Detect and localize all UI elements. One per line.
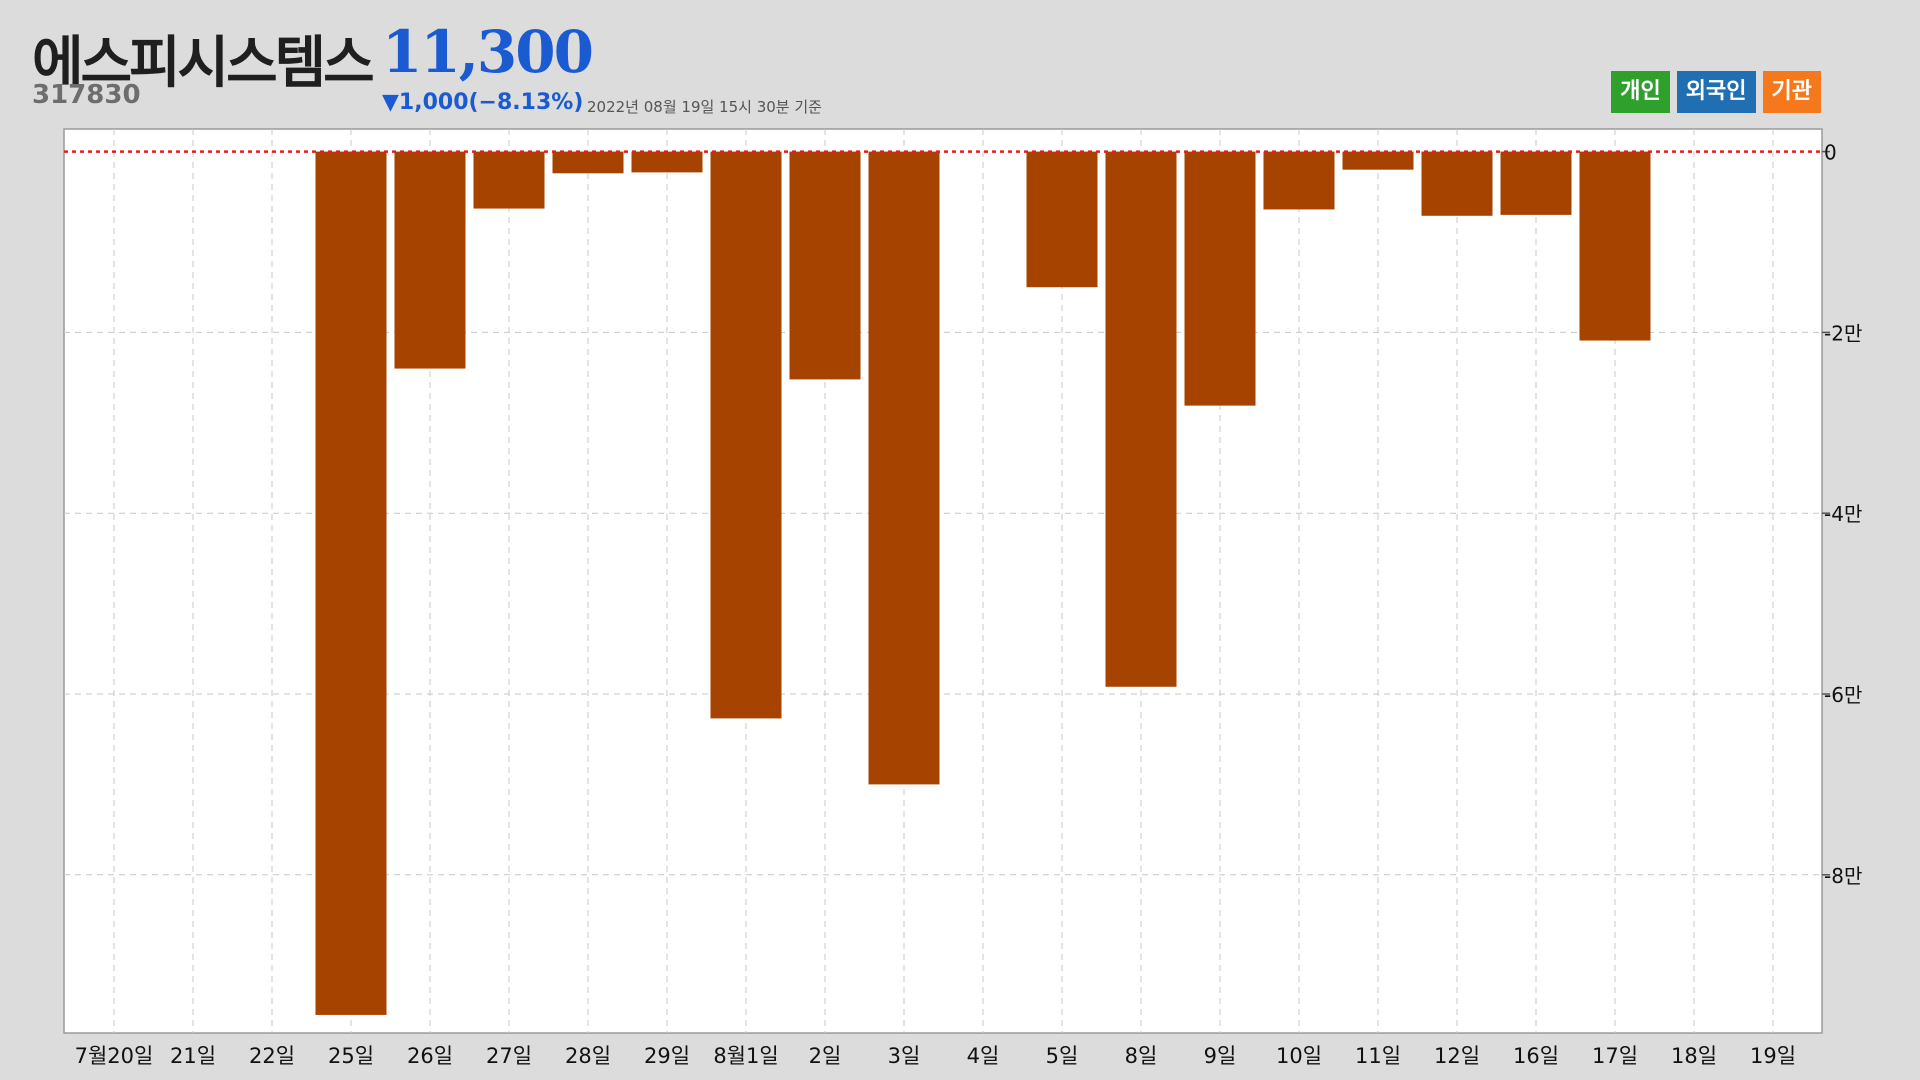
y-tick-label: -6만 [1824, 683, 1862, 707]
bar [1421, 151, 1493, 216]
current-price: 11,300 [382, 18, 594, 86]
bar [1263, 151, 1335, 210]
stock-name: 에스피시스템스 [32, 31, 375, 96]
x-tick-label: 8일 [1125, 1044, 1158, 1068]
bar [1026, 151, 1098, 288]
x-tick-label: 3일 [888, 1044, 921, 1068]
price-change: ▼1,000(−8.13%) [382, 90, 584, 115]
bar [1184, 151, 1256, 406]
x-tick-label: 18일 [1671, 1044, 1717, 1068]
x-tick-label: 17일 [1592, 1044, 1638, 1068]
bar [789, 151, 861, 380]
bar [631, 151, 703, 173]
y-tick-label: -4만 [1824, 502, 1862, 526]
bar [710, 151, 782, 719]
x-tick-label: 16일 [1513, 1044, 1559, 1068]
x-tick-label: 12일 [1434, 1044, 1480, 1068]
x-tick-label: 19일 [1750, 1044, 1796, 1068]
bar [868, 151, 940, 785]
x-tick-label: 4일 [967, 1044, 1000, 1068]
legend: 개인 외국인 기관 [1611, 71, 1821, 113]
x-tick-label: 29일 [644, 1044, 690, 1068]
x-tick-label: 9일 [1204, 1044, 1237, 1068]
x-tick-label: 11일 [1355, 1044, 1401, 1068]
y-tick-label: 0 [1824, 141, 1837, 165]
x-tick-label: 26일 [407, 1044, 453, 1068]
bar [315, 151, 387, 1015]
legend-individual-button[interactable]: 개인 [1611, 71, 1670, 113]
bar [473, 151, 545, 209]
as-of-timestamp: 2022년 08월 19일 15시 30분 기준 [587, 98, 822, 116]
stock-code: 317830 [32, 80, 141, 110]
x-tick-label: 22일 [249, 1044, 295, 1068]
x-tick-label: 8월1일 [713, 1044, 778, 1068]
bar [394, 151, 466, 369]
x-tick-label: 27일 [486, 1044, 532, 1068]
y-tick-label: -8만 [1824, 864, 1862, 888]
x-tick-label: 7월20일 [75, 1044, 154, 1068]
bar [1500, 151, 1572, 215]
bar [552, 151, 624, 174]
x-tick-label: 5일 [1046, 1044, 1079, 1068]
legend-institution-button[interactable]: 기관 [1762, 71, 1821, 113]
x-tick-label: 2일 [809, 1044, 842, 1068]
bar [1579, 151, 1651, 341]
x-tick-label: 28일 [565, 1044, 611, 1068]
legend-foreign-button[interactable]: 외국인 [1676, 71, 1756, 113]
bar [1342, 151, 1414, 170]
bar [1105, 151, 1177, 687]
x-tick-label: 25일 [328, 1044, 374, 1068]
y-tick-label: -2만 [1824, 321, 1862, 345]
x-tick-label: 21일 [170, 1044, 216, 1068]
header: 에스피시스템스 317830 11,300 ▼1,000(−8.13%) 202… [0, 0, 1920, 128]
x-tick-label: 10일 [1276, 1044, 1322, 1068]
